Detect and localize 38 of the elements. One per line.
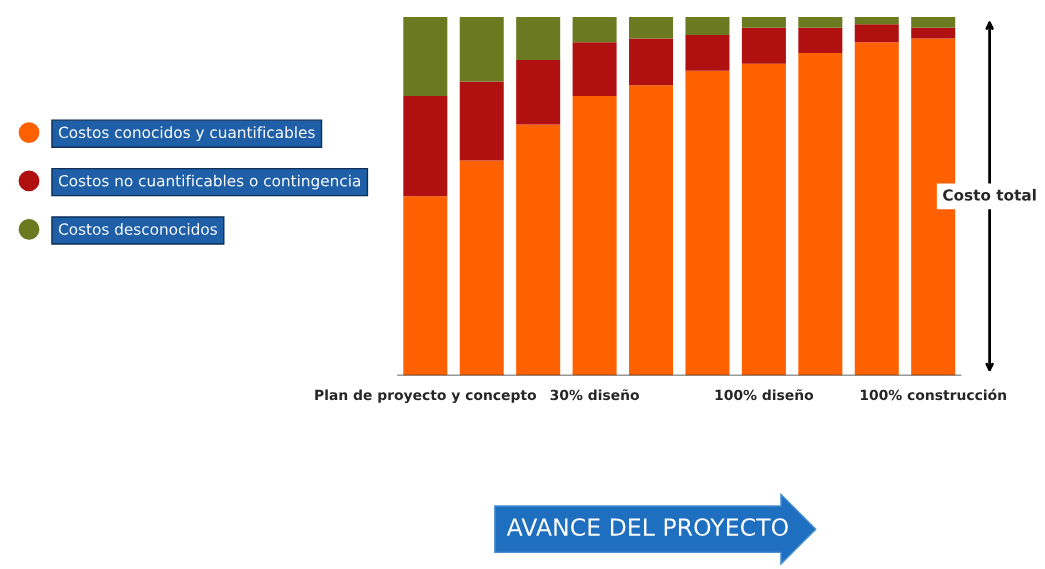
legend-label: Costos conocidos y cuantificables (58, 126, 315, 142)
legend-label: Costos no cuantificables o contingencia (58, 174, 360, 190)
bar (403, 95, 448, 197)
bar (854, 17, 899, 25)
bar (459, 160, 504, 376)
bar (629, 17, 674, 39)
bar (911, 27, 956, 39)
text: AVANCE DEL PROYECTO (506, 518, 788, 537)
bar (685, 70, 730, 376)
bar (459, 17, 504, 82)
bar (741, 63, 786, 376)
bar (685, 17, 730, 35)
x-tick-label: Plan de proyecto y concepto (315, 389, 537, 403)
bar (459, 81, 504, 161)
bar (629, 38, 674, 86)
x-tick-label: 100% diseño (715, 389, 814, 401)
bar (516, 124, 561, 376)
bar (741, 27, 786, 64)
bar (798, 52, 843, 376)
bar (854, 42, 899, 376)
bar (403, 17, 448, 96)
bar (798, 27, 843, 53)
x-tick-label: 30% diseño (550, 389, 639, 401)
bar (911, 17, 956, 28)
bar (798, 17, 843, 28)
bar (572, 17, 617, 43)
legend-label: Costos desconocidos (58, 223, 217, 235)
bar (572, 95, 617, 376)
bar (629, 85, 674, 376)
bar (741, 17, 786, 28)
bar (572, 42, 617, 96)
bar (516, 17, 561, 61)
x-tick-label: 100% construcción (860, 388, 1006, 401)
bar (516, 60, 561, 125)
bar (403, 196, 448, 376)
annotation: Costo total (943, 188, 1036, 201)
bar (685, 34, 730, 71)
bar (854, 24, 899, 43)
